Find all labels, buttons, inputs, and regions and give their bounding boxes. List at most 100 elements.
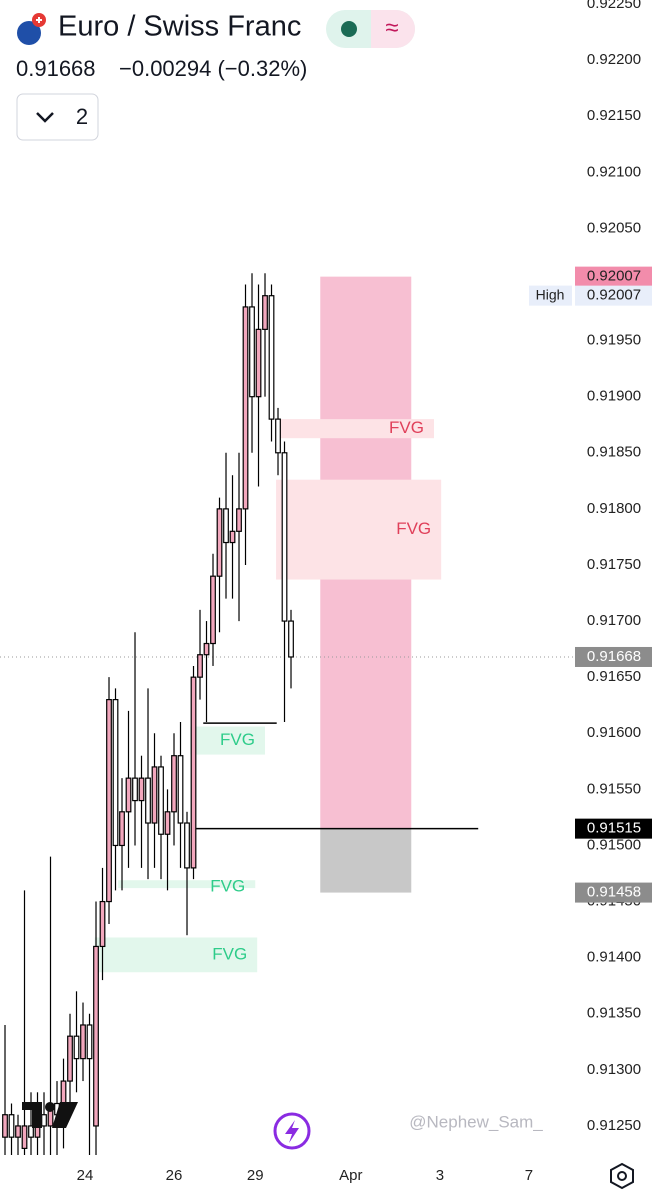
settings-icon[interactable] bbox=[610, 1162, 634, 1190]
zone bbox=[320, 828, 412, 893]
price-axis: 0.912500.913000.913500.914000.914500.915… bbox=[77, 0, 652, 1184]
x-tick-label: Apr bbox=[339, 1167, 362, 1184]
candle-body bbox=[2, 1114, 8, 1138]
candle-body bbox=[86, 1024, 93, 1060]
y-tick-label: 0.92200 bbox=[587, 51, 641, 68]
y-tick-label: 0.91250 bbox=[587, 1117, 641, 1134]
candle-body bbox=[8, 1114, 15, 1138]
candle-body bbox=[177, 755, 184, 824]
price-tag-label: 0.91515 bbox=[587, 820, 641, 837]
candle-body bbox=[184, 822, 190, 869]
x-tick-label: 7 bbox=[525, 1167, 533, 1184]
price-tag-name-bg bbox=[529, 285, 572, 306]
x-tick-label: 26 bbox=[166, 1167, 183, 1184]
zone-label: FVG bbox=[220, 730, 255, 749]
price-tag bbox=[575, 646, 652, 667]
candle-body bbox=[145, 777, 151, 824]
x-tick-label: 29 bbox=[247, 1167, 264, 1184]
zone-label: FVG bbox=[389, 418, 424, 437]
candle-body bbox=[281, 452, 288, 622]
price-tag-label: 0.91458 bbox=[587, 884, 641, 901]
price-tag bbox=[575, 882, 652, 903]
candle-body bbox=[229, 530, 236, 544]
zone bbox=[278, 419, 435, 439]
zone-label: FVG bbox=[210, 877, 245, 896]
y-tick-label: 0.91950 bbox=[587, 332, 641, 349]
pill-icon: ≈ bbox=[385, 14, 398, 41]
y-tick-label: 0.91850 bbox=[587, 444, 641, 461]
last-price: 0.91668 bbox=[16, 56, 96, 81]
candle-body bbox=[138, 777, 145, 802]
zone bbox=[94, 937, 258, 973]
candle-body bbox=[80, 1024, 86, 1060]
zone bbox=[190, 726, 266, 755]
candle-body bbox=[158, 766, 164, 835]
zone-label: FVG bbox=[212, 944, 247, 963]
status-pill[interactable]: ≈ bbox=[326, 10, 415, 48]
candle-body bbox=[21, 1125, 28, 1149]
candle-body bbox=[197, 654, 203, 678]
candle-body bbox=[125, 777, 132, 813]
price-tag-name: High bbox=[536, 286, 565, 302]
symbol-title: Euro / Swiss Franc bbox=[58, 11, 301, 43]
candle-body bbox=[255, 328, 262, 398]
candle-body bbox=[288, 620, 294, 658]
price-tag bbox=[575, 285, 652, 306]
x-tick-label: 3 bbox=[436, 1167, 444, 1184]
candle-body bbox=[112, 699, 119, 847]
candle-body bbox=[210, 575, 216, 645]
candle-body bbox=[262, 295, 268, 330]
candle-body bbox=[236, 508, 242, 532]
candle-body bbox=[93, 945, 99, 1127]
y-tick-label: 0.92050 bbox=[587, 219, 641, 236]
candle-body bbox=[223, 508, 229, 544]
zone-label: FVG bbox=[396, 519, 431, 538]
candle-body bbox=[73, 1035, 80, 1060]
lightning-icon[interactable] bbox=[273, 1112, 311, 1150]
y-tick-label: 0.91300 bbox=[587, 1061, 641, 1078]
price-tag bbox=[575, 818, 652, 839]
candle-body bbox=[164, 811, 171, 835]
candle-body bbox=[28, 1125, 34, 1138]
candle-body bbox=[132, 777, 138, 802]
candle-body bbox=[41, 1114, 47, 1127]
y-tick-label: 0.92150 bbox=[587, 107, 641, 124]
candle-body bbox=[203, 642, 210, 656]
candle-body bbox=[275, 418, 281, 454]
zone bbox=[276, 479, 442, 580]
candle-body bbox=[99, 900, 106, 948]
y-tick-label: 0.91900 bbox=[587, 388, 641, 405]
y-tick-label: 0.91600 bbox=[587, 724, 641, 741]
candle-body bbox=[216, 508, 223, 577]
candle-body bbox=[242, 306, 249, 510]
y-tick-label: 0.91650 bbox=[587, 668, 641, 685]
candle-body bbox=[106, 699, 112, 903]
y-tick-label: 0.91400 bbox=[587, 949, 641, 966]
y-tick-label: 0.91700 bbox=[587, 612, 641, 629]
x-tick-label: 24 bbox=[77, 1167, 94, 1184]
price-change: −0.00294 (−0.32%) bbox=[119, 56, 307, 81]
indicators-button[interactable]: 2 bbox=[16, 93, 99, 141]
candle-body bbox=[249, 306, 255, 398]
price-tag bbox=[575, 266, 652, 287]
candle-body bbox=[268, 295, 275, 420]
logo bbox=[22, 1102, 78, 1128]
y-tick-label: 0.92100 bbox=[587, 163, 641, 180]
price-tag-label: 0.92007 bbox=[587, 268, 641, 285]
candle-body bbox=[119, 811, 125, 847]
candle-body bbox=[190, 676, 197, 869]
y-tick-label: 0.91350 bbox=[587, 1005, 641, 1022]
watermark: @Nephew_Sam_ bbox=[409, 1112, 543, 1131]
y-tick-label: 0.92250 bbox=[587, 0, 641, 12]
symbol-icon bbox=[17, 13, 46, 45]
plot-area: FVG FVG FVG FVG FVG bbox=[0, 273, 575, 1155]
candle-body bbox=[171, 755, 177, 813]
candle-body bbox=[15, 1125, 21, 1138]
y-tick-label: 0.91750 bbox=[587, 556, 641, 573]
y-tick-label: 0.91500 bbox=[587, 836, 641, 853]
price-tag-label: 0.91668 bbox=[587, 648, 641, 665]
candle-body bbox=[151, 766, 158, 824]
overlay: @Nephew_Sam_ Euro / Swiss Franc ≈ 0.9166… bbox=[16, 10, 634, 1190]
price-tag-label: 0.92007 bbox=[587, 287, 641, 304]
